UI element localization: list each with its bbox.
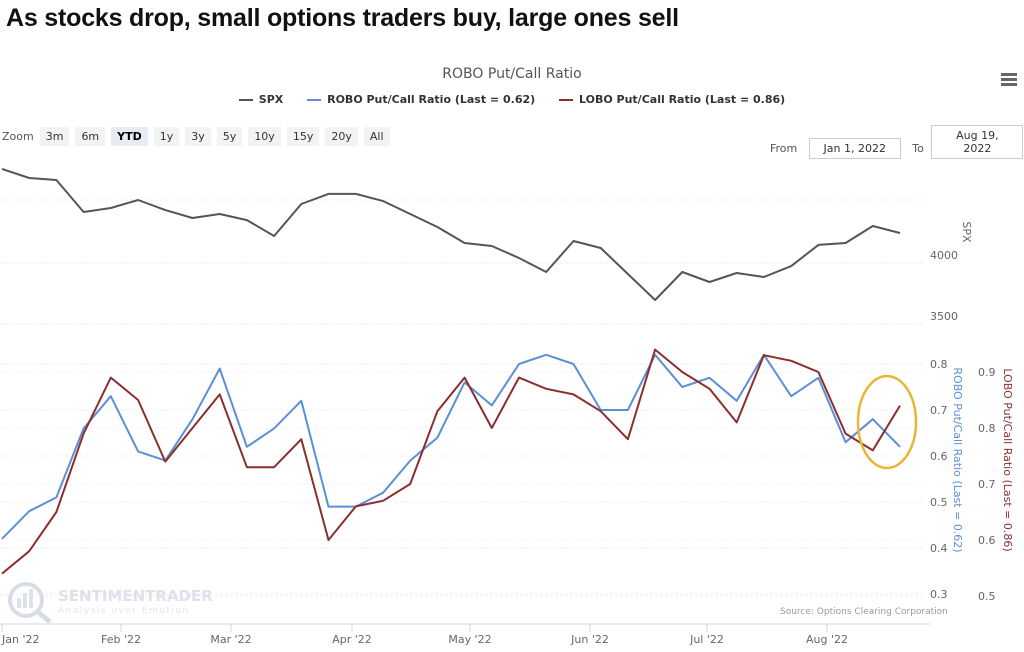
from-label: From <box>770 142 798 155</box>
source-note: Source: Options Clearing Corporation <box>780 607 948 617</box>
legend-item-spx[interactable]: SPX <box>238 93 284 106</box>
to-label: To <box>912 142 924 155</box>
x-tick-label: Apr '22 <box>332 633 372 646</box>
watermark-tagline: Analysis over Emotion <box>58 606 190 616</box>
spx-tick-label: 4000 <box>930 249 958 262</box>
robo-tick-label: 0.3 <box>930 588 948 601</box>
legend: SPX ROBO Put/Call Ratio (Last = 0.62) LO… <box>0 93 1024 106</box>
series-line-spx[interactable] <box>1 167 901 301</box>
x-tick-label: Jul '22 <box>689 633 724 646</box>
legend-item-lobo[interactable]: LOBO Put/Call Ratio (Last = 0.86) <box>559 93 785 106</box>
zoom-button-6m[interactable]: 6m <box>75 127 106 146</box>
headline: As stocks drop, small options traders bu… <box>6 4 679 32</box>
robo-tick-label: 0.8 <box>930 358 948 371</box>
range-selector: Zoom 3m 6m YTD 1y 3y 5y 10y 15y 20y All <box>2 127 396 146</box>
date-range: From Jan 1, 2022 To Aug 19, 2022 <box>770 125 1024 159</box>
legend-swatch-robo <box>307 99 322 101</box>
series-line-lobo[interactable] <box>1 348 901 575</box>
lobo-tick-label: 0.6 <box>978 534 996 547</box>
lobo-tick-label: 0.8 <box>978 422 996 435</box>
chart-title: ROBO Put/Call Ratio <box>442 66 582 82</box>
series-line-robo[interactable] <box>1 353 901 540</box>
x-tick-label: Jan '22 <box>1 633 39 646</box>
legend-label-robo: ROBO Put/Call Ratio (Last = 0.62) <box>327 93 536 106</box>
zoom-button-10y[interactable]: 10y <box>248 127 281 146</box>
from-date-input[interactable]: Jan 1, 2022 <box>808 138 901 159</box>
legend-label-lobo: LOBO Put/Call Ratio (Last = 0.86) <box>579 93 786 106</box>
sentimentrader-watermark: SENTIMENTRADER Analysis over Emotion <box>8 582 213 624</box>
zoom-button-3y[interactable]: 3y <box>185 127 211 146</box>
zoom-button-5y[interactable]: 5y <box>216 127 243 146</box>
zoom-button-20y[interactable]: 20y <box>325 127 358 146</box>
spx-tick-label: 3500 <box>930 310 958 323</box>
watermark-name: SENTIMENTRADER <box>58 587 213 605</box>
robo-tick-label: 0.4 <box>930 542 948 555</box>
robo-tick-label: 0.7 <box>930 404 948 417</box>
zoom-button-15y[interactable]: 15y <box>286 127 320 146</box>
lobo-tick-label: 0.7 <box>978 478 996 491</box>
zoom-button-all[interactable]: All <box>363 127 390 146</box>
spx-axis-title: SPX <box>960 221 973 243</box>
lobo-tick-label: 0.9 <box>978 366 996 379</box>
robo-axis-title: ROBO Put/Call Ratio (Last = 0.62) <box>951 367 964 552</box>
x-tick-label: Mar '22 <box>210 633 251 646</box>
legend-swatch-lobo <box>559 99 573 101</box>
legend-item-robo[interactable]: ROBO Put/Call Ratio (Last = 0.62) <box>307 93 535 106</box>
robo-tick-label: 0.5 <box>930 496 948 509</box>
robo-tick-label: 0.6 <box>930 450 948 463</box>
hamburger-menu-icon[interactable] <box>1001 73 1017 87</box>
zoom-button-ytd[interactable]: YTD <box>111 127 148 146</box>
to-date-input[interactable]: Aug 19, 2022 <box>931 125 1024 159</box>
lobo-tick-label: 0.5 <box>978 590 996 603</box>
x-tick-label: Aug '22 <box>806 633 848 646</box>
x-tick-label: Feb '22 <box>101 633 141 646</box>
legend-label-spx: SPX <box>258 93 284 106</box>
lobo-axis-title: LOBO Put/Call Ratio (Last = 0.86) <box>1001 368 1014 551</box>
x-tick-label: May '22 <box>448 633 491 646</box>
zoom-label: Zoom <box>2 130 34 143</box>
legend-swatch-spx <box>238 99 253 101</box>
highlight-circle <box>856 374 918 470</box>
zoom-button-3m[interactable]: 3m <box>39 127 70 146</box>
zoom-button-1y[interactable]: 1y <box>153 127 180 146</box>
x-tick-label: Jun '22 <box>570 633 609 646</box>
